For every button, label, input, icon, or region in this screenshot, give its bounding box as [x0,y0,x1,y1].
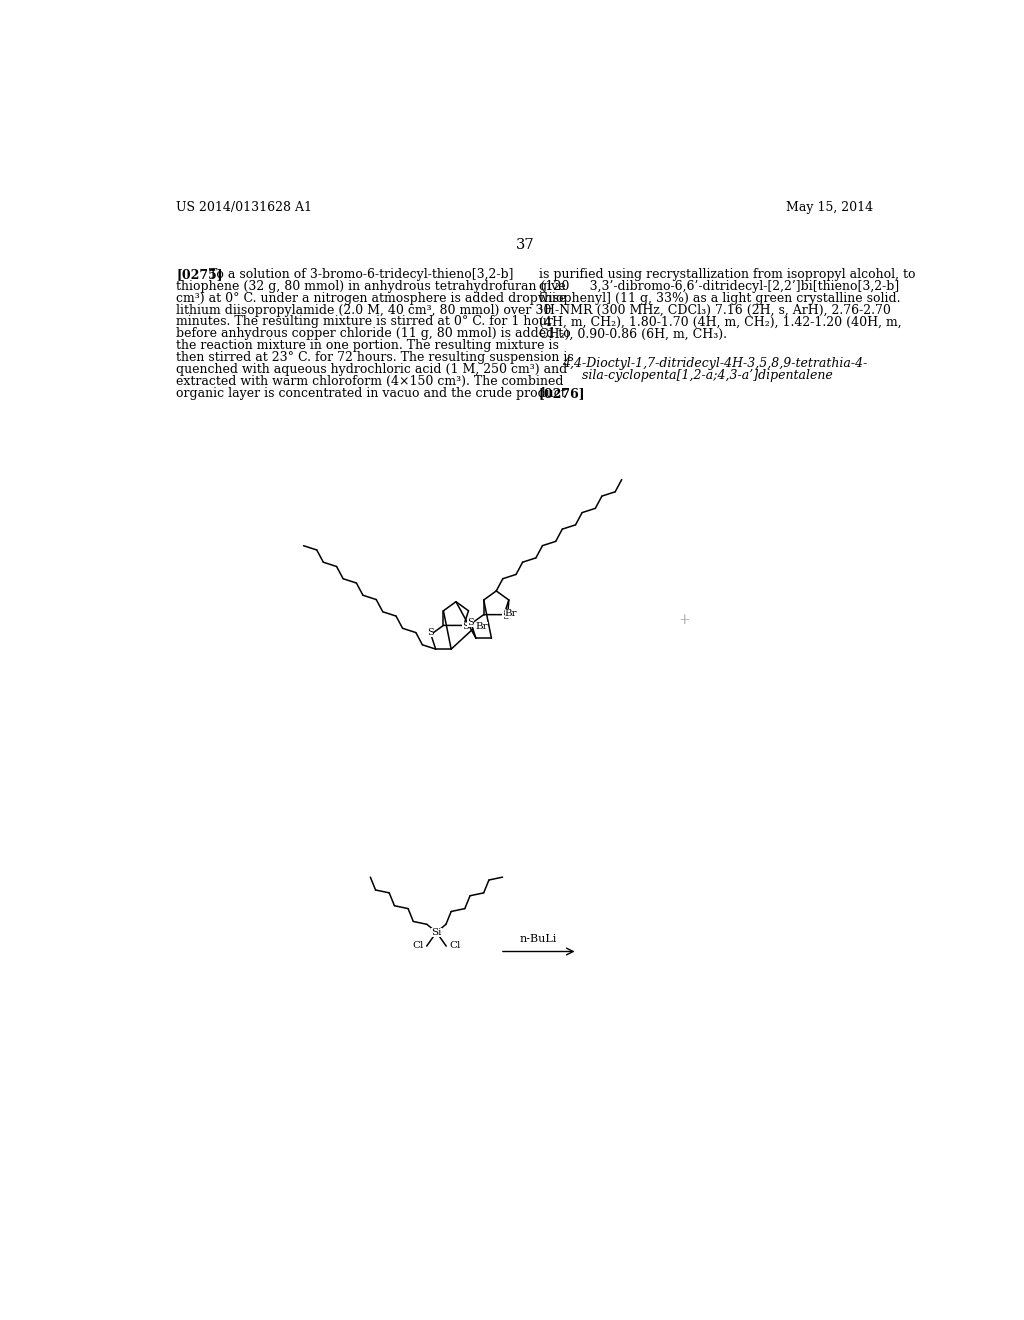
Text: S: S [427,628,433,638]
Text: [0275]: [0275] [176,268,222,281]
Text: Br: Br [505,610,517,618]
Text: 4,4-Dioctyl-1,7-ditridecyl-4H-3,5,8,9-tetrathia-4-: 4,4-Dioctyl-1,7-ditridecyl-4H-3,5,8,9-te… [562,358,867,371]
Text: the reaction mixture in one portion. The resulting mixture is: the reaction mixture in one portion. The… [176,339,559,352]
Text: Cl: Cl [413,941,424,950]
Text: thiophene (32 g, 80 mmol) in anhydrous tetrahydrofuran (120: thiophene (32 g, 80 mmol) in anhydrous t… [176,280,569,293]
Text: organic layer is concentrated in vacuo and the crude product: organic layer is concentrated in vacuo a… [176,387,566,400]
Text: give      3,3’-dibromo-6,6’-ditridecyl-[2,2’]bi[thieno[3,2-b]: give 3,3’-dibromo-6,6’-ditridecyl-[2,2’]… [539,280,899,293]
Text: ¹H-NMR (300 MHz, CDCl₃) 7.16 (2H, s, ArH), 2.76-2.70: ¹H-NMR (300 MHz, CDCl₃) 7.16 (2H, s, ArH… [539,304,891,317]
Text: lithium diisopropylamide (2.0 M, 40 cm³, 80 mmol) over 30: lithium diisopropylamide (2.0 M, 40 cm³,… [176,304,552,317]
Text: +: + [679,614,690,627]
Text: before anhydrous copper chloride (11 g, 80 mmol) is added to: before anhydrous copper chloride (11 g, … [176,327,570,341]
Text: then stirred at 23° C. for 72 hours. The resulting suspension is: then stirred at 23° C. for 72 hours. The… [176,351,573,364]
Text: thiophenyl] (11 g, 33%) as a light green crystalline solid.: thiophenyl] (11 g, 33%) as a light green… [539,292,900,305]
Text: minutes. The resulting mixture is stirred at 0° C. for 1 hour: minutes. The resulting mixture is stirre… [176,315,553,329]
Text: Br: Br [475,622,487,631]
Text: S: S [502,611,509,620]
Text: Si: Si [431,928,441,937]
Text: CH₂), 0.90-0.86 (6H, m, CH₃).: CH₂), 0.90-0.86 (6H, m, CH₃). [539,327,727,341]
Text: Cl: Cl [450,941,461,950]
Text: quenched with aqueous hydrochloric acid (1 M, 250 cm³) and: quenched with aqueous hydrochloric acid … [176,363,567,376]
Text: extracted with warm chloroform (4×150 cm³). The combined: extracted with warm chloroform (4×150 cm… [176,375,563,388]
Text: cm³) at 0° C. under a nitrogen atmosphere is added dropwise: cm³) at 0° C. under a nitrogen atmospher… [176,292,566,305]
Text: [0276]: [0276] [539,387,586,400]
Text: (4H, m, CH₂), 1.80-1.70 (4H, m, CH₂), 1.42-1.20 (40H, m,: (4H, m, CH₂), 1.80-1.70 (4H, m, CH₂), 1.… [539,315,901,329]
Text: S: S [467,618,474,627]
Text: sila-cyclopenta[1,2-a;4,3-a’]dipentalene: sila-cyclopenta[1,2-a;4,3-a’]dipentalene [562,370,833,383]
Text: is purified using recrystallization from isopropyl alcohol, to: is purified using recrystallization from… [539,268,915,281]
Text: 37: 37 [515,238,535,252]
Text: US 2014/0131628 A1: US 2014/0131628 A1 [176,201,312,214]
Text: May 15, 2014: May 15, 2014 [786,201,873,214]
Text: S: S [462,623,469,631]
Text: n-BuLi: n-BuLi [520,933,557,944]
Text: To a solution of 3-bromo-6-tridecyl-thieno[3,2-b]: To a solution of 3-bromo-6-tridecyl-thie… [209,268,513,281]
